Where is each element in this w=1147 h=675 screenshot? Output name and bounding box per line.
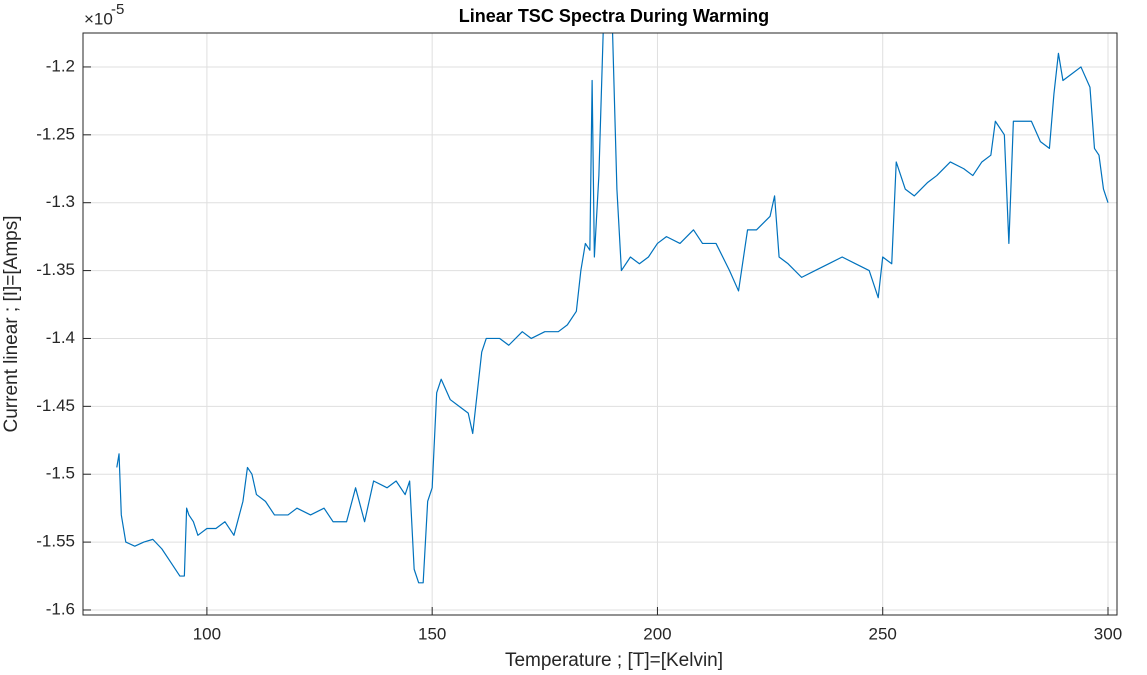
y-tick-label: -1.4 (46, 328, 75, 347)
plot (116, 33, 1109, 584)
x-tick-label: 200 (643, 624, 671, 643)
y-multiplier-exponent: -5 (111, 1, 124, 18)
data-line (116, 33, 1109, 584)
x-tick-label: 300 (1094, 624, 1122, 643)
axes-box (82, 32, 1118, 616)
y-multiplier: ×10 (84, 9, 113, 28)
chart-title: Linear TSC Spectra During Warming (459, 6, 769, 26)
y-axis-label: Current linear ; [I]=[Amps] (1, 216, 22, 433)
y-tick-label: -1.55 (36, 532, 75, 551)
y-tick-label: -1.35 (36, 260, 75, 279)
x-axis-label: Temperature ; [T]=[Kelvin] (505, 650, 723, 671)
labels: 100 150 200 250 300 -1.6 -1.55 -1.5 -1.45 -1.4 -1.… (36, 56, 1122, 643)
x-tick-label: 150 (418, 624, 446, 643)
x-tick-label: 250 (869, 624, 897, 643)
y-tick-label: -1.45 (36, 396, 75, 415)
y-tick-label: -1.3 (46, 192, 75, 211)
y-tick-label: -1.2 (46, 56, 75, 75)
y-tick-label: -1.25 (36, 124, 75, 143)
x-tick-label: 100 (193, 624, 221, 643)
y-tick-label: -1.6 (46, 599, 75, 618)
y-tick-label: -1.5 (46, 464, 75, 483)
